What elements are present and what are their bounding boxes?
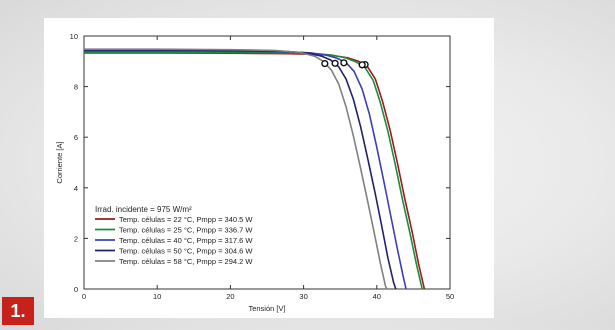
legend-header: Irrad. incidente = 975 W/m²: [95, 205, 192, 214]
x-tick-label: 0: [82, 292, 86, 301]
y-tick-label: 8: [74, 83, 78, 92]
y-tick-label: 0: [74, 285, 78, 294]
x-tick-label: 20: [226, 292, 234, 301]
mpp-marker-4: [331, 59, 339, 67]
mpp-marker-5: [321, 59, 329, 68]
mpp-marker-2: [358, 61, 366, 69]
legend-label-4: Temp. células = 50 °C, Pmpp = 304.6 W: [119, 247, 253, 256]
x-tick-label: 50: [446, 292, 454, 301]
y-tick-label: 2: [74, 234, 78, 243]
y-axis-label: Corriente [A]: [55, 141, 64, 183]
mpp-layer: [321, 59, 369, 69]
x-tick-label: 40: [373, 292, 381, 301]
legend-label-3: Temp. células = 40 °C, Pmpp = 317.6 W: [119, 236, 253, 245]
figure-number-badge: 1.: [2, 297, 34, 325]
x-tick-label: 10: [153, 292, 161, 301]
plot-area: [83, 35, 451, 290]
mpp-marker-3: [340, 59, 348, 67]
legend: Irrad. incidente = 975 W/m² Temp. célula…: [95, 205, 253, 266]
axes-layer: 0 10 20 30 40 50 0 2 4 6 8 10: [70, 32, 455, 301]
series-line-5: [84, 48, 388, 290]
legend-label-1: Temp. células = 22 °C, Pmpp = 340.5 W: [119, 215, 253, 224]
legend-label-5: Temp. células = 58 °C, Pmpp = 294.2 W: [119, 257, 253, 266]
y-tick-label: 6: [74, 133, 78, 142]
y-tick-label: 4: [74, 184, 78, 193]
x-axis-label: Tensión [V]: [248, 304, 285, 313]
legend-label-2: Temp. células = 25 °C, Pmpp = 336.7 W: [119, 226, 253, 235]
y-tick-label: 10: [70, 32, 78, 41]
x-tick-label: 30: [299, 292, 307, 301]
